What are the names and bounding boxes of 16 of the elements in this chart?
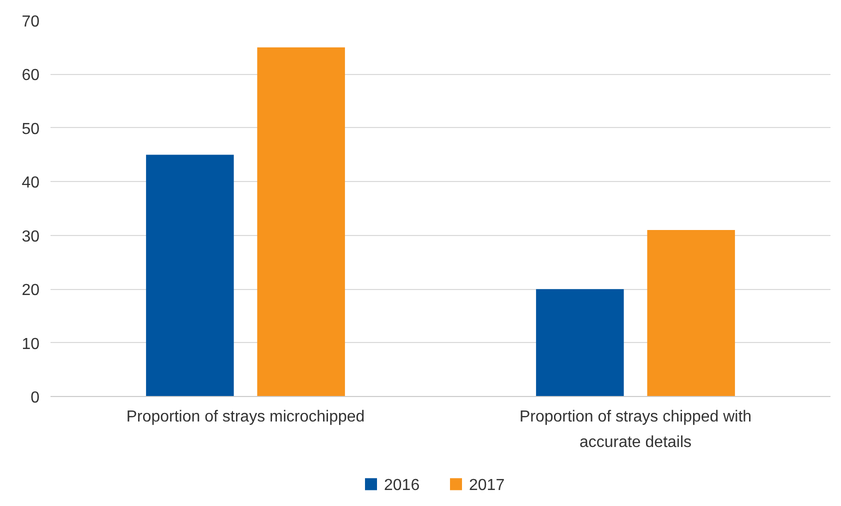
legend-label: 2016: [384, 477, 420, 494]
legend-label: 2017: [469, 477, 505, 494]
y-tick-label: 10: [22, 336, 40, 353]
y-tick-label: 20: [22, 282, 40, 300]
y-tick-label: 40: [22, 174, 40, 192]
y-tick-label: 60: [22, 67, 40, 84]
y-tick-label: 0: [30, 390, 40, 406]
x-tick-label: Proportion of strays microchipped: [126, 408, 365, 426]
x-tick-label: Proportion of strays chipped with accurate details: [519, 408, 752, 451]
bar: [257, 47, 345, 396]
y-tick-label: 50: [22, 120, 40, 138]
y-tick-label: 70: [22, 14, 40, 30]
bar: [536, 289, 624, 396]
bar: [146, 154, 234, 396]
bar: [647, 230, 735, 396]
y-tick-label: 30: [22, 228, 40, 246]
